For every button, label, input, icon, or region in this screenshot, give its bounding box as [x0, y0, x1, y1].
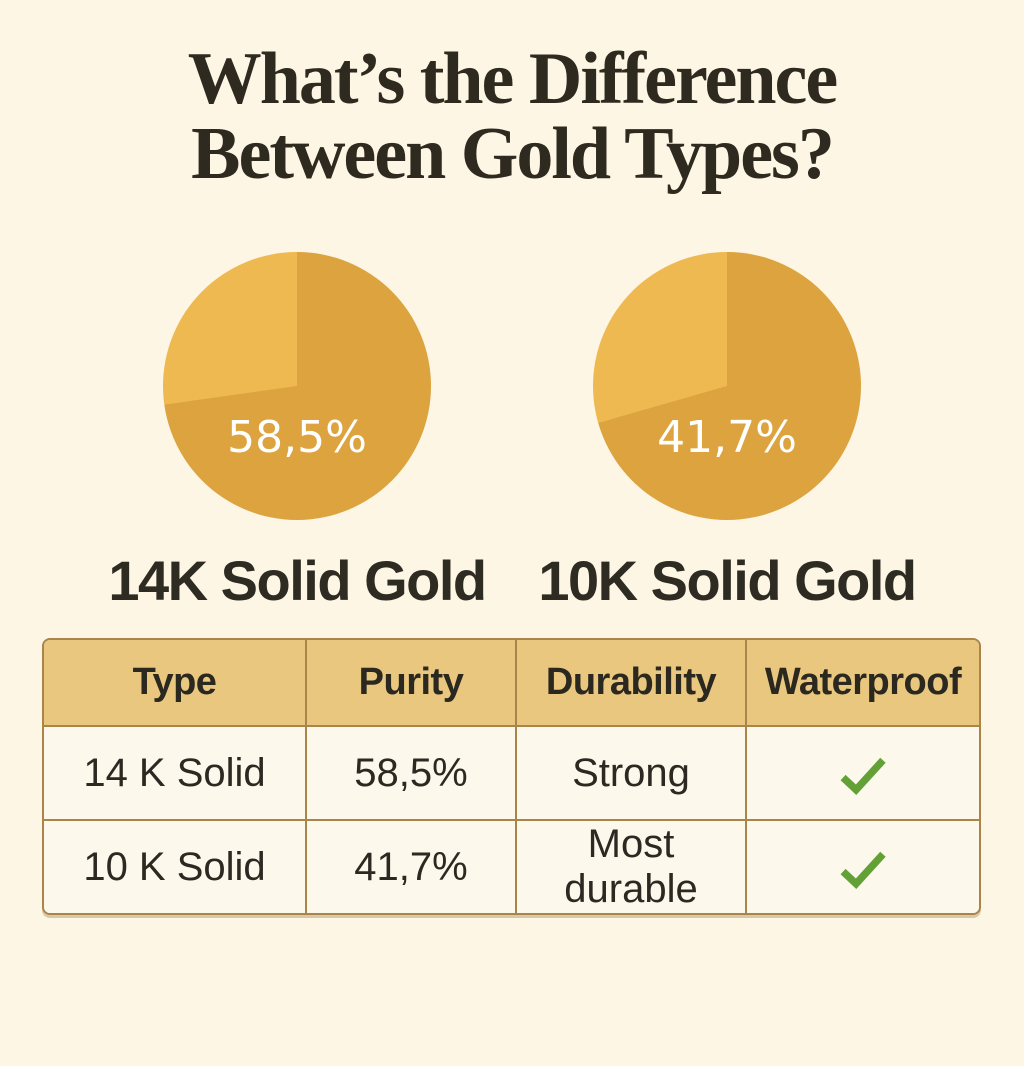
page-title: What’s the Difference Between Gold Types… — [0, 42, 1024, 192]
pie-charts-row: 58,5% 41,7% — [0, 252, 1024, 520]
cell-waterproof-10k — [746, 820, 979, 913]
cell-waterproof-14k — [746, 726, 979, 821]
cell-purity-10k: 41,7% — [306, 820, 517, 913]
pie-caption-14k: 14K Solid Gold — [108, 549, 487, 612]
table-row-10k: 10 K Solid 41,7% Most durable — [44, 820, 979, 913]
cell-type-10k: 10 K Solid — [44, 820, 307, 913]
table-header-row: Type Purity Durability Waterproof — [44, 640, 979, 727]
column-header-type: Type — [44, 640, 307, 727]
title-line-2: Between Gold Types? — [191, 113, 835, 195]
cell-durability-14k: Strong — [516, 726, 747, 821]
checkmark-icon — [840, 757, 886, 795]
cell-type-14k: 14 K Solid — [44, 726, 307, 821]
gold-comparison-table: Type Purity Durability Waterproof 14 K S… — [42, 638, 981, 915]
gold-types-infographic: { "background_color": "#fdf6e5", "title"… — [0, 42, 1024, 1066]
cell-durability-10k: Most durable — [516, 820, 747, 913]
column-header-purity: Purity — [306, 640, 517, 727]
checkmark-icon — [840, 851, 886, 889]
pie-value-label-10k: 41,7% — [657, 412, 797, 463]
column-header-waterproof: Waterproof — [746, 640, 979, 727]
column-header-durability: Durability — [516, 640, 747, 727]
pie-value-label-14k: 58,5% — [227, 412, 367, 463]
pie-captions-row: 14K Solid Gold 10K Solid Gold — [0, 550, 1024, 612]
pie-chart-14k: 58,5% — [163, 252, 431, 520]
pie-caption-10k: 10K Solid Gold — [538, 549, 917, 612]
table-row-14k: 14 K Solid 58,5% Strong — [44, 726, 979, 821]
title-line-1: What’s the Difference — [187, 38, 838, 120]
pie-chart-10k: 41,7% — [593, 252, 861, 520]
cell-purity-14k: 58,5% — [306, 726, 517, 821]
